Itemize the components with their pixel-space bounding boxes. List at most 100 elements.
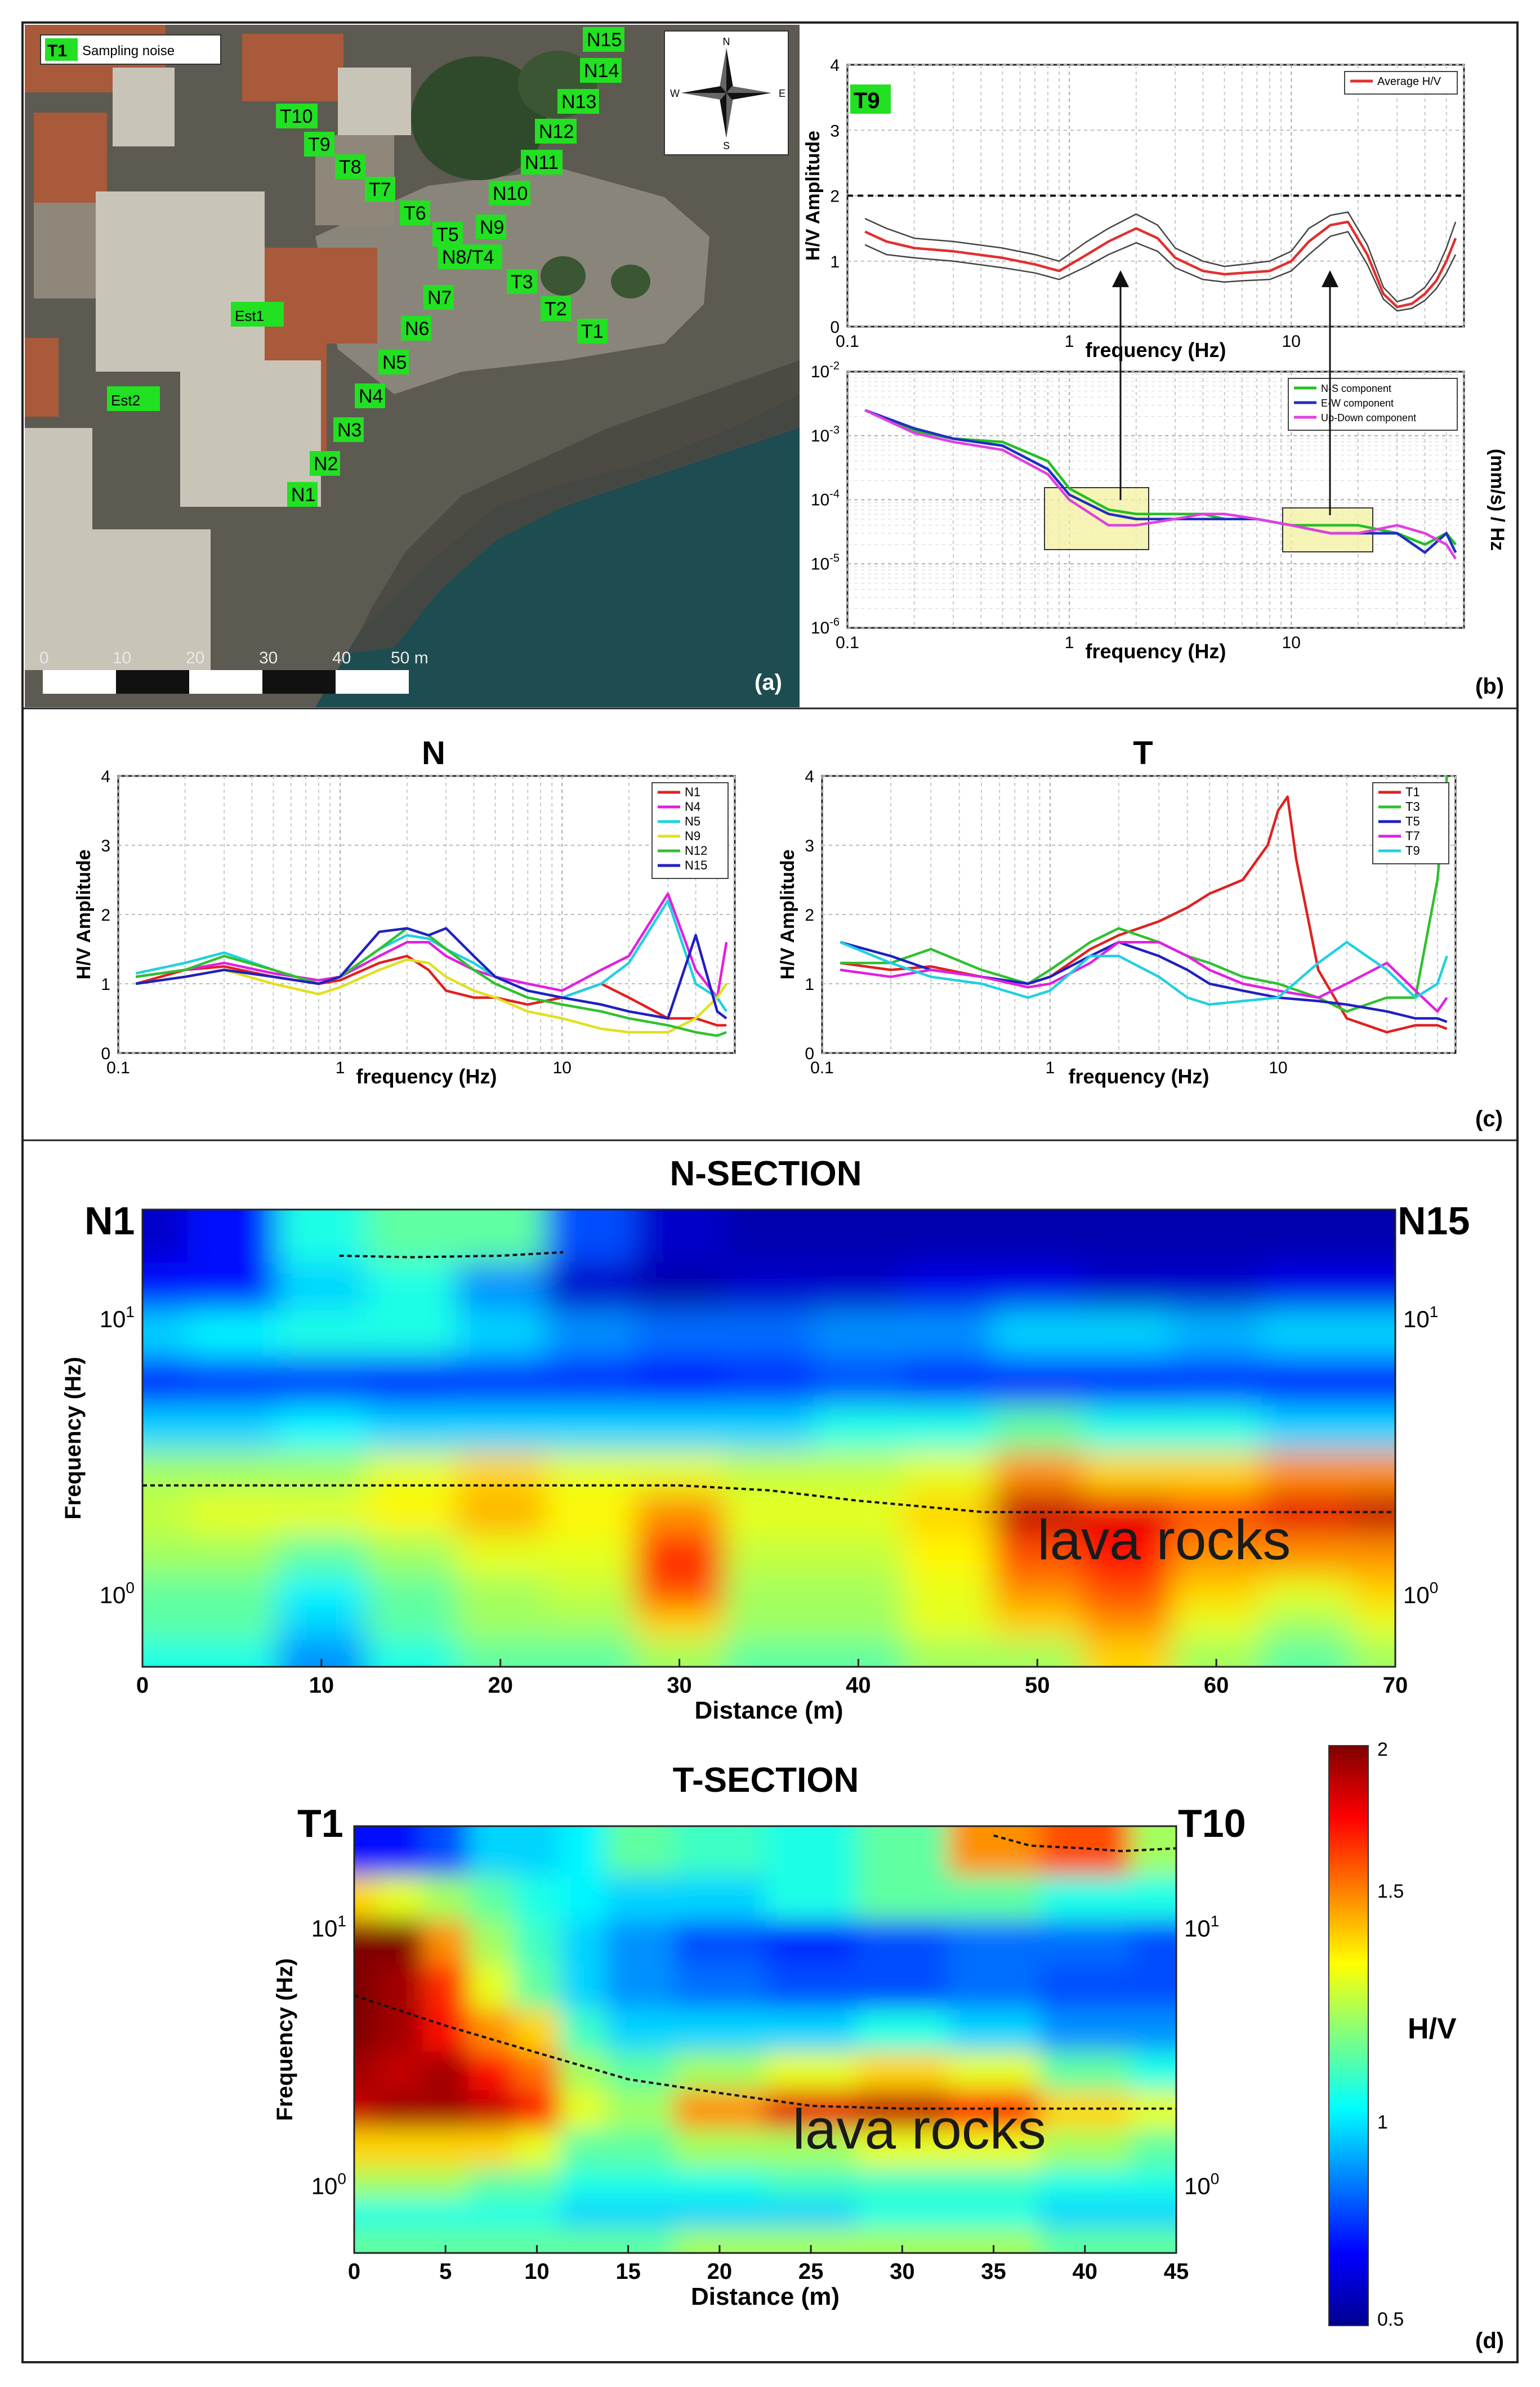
y-tick-label: 101 [1184, 1912, 1219, 1942]
x-tick-label: 40 [846, 1673, 871, 1698]
svg-text:T6: T6 [404, 203, 426, 224]
svg-text:T10: T10 [280, 106, 313, 127]
heatmap-cell [605, 2008, 675, 2052]
heatmap-cell [366, 1262, 457, 1311]
heatmap-cell [468, 1920, 515, 1964]
y-tick-label: 4 [101, 768, 110, 786]
x-tick-label: 0.1 [106, 1059, 130, 1077]
heatmap-frame [141, 1208, 1396, 1668]
heatmap-cell [377, 2198, 423, 2228]
heatmap-cell [856, 1875, 949, 1921]
heatmap-cell [1261, 1310, 1351, 1357]
heatmap-cell [366, 1310, 457, 1357]
heatmap-cell [765, 1963, 858, 2009]
heatmap-cell [545, 1310, 636, 1357]
colorbar: 2 1.5 1 0.5 H/V [1328, 1739, 1457, 2330]
t-section-heatmap: lava rocks 0 5 10 15 20 25 30 35 40 45 Distance (m)… [273, 1825, 1219, 2310]
heatmap-cell [276, 1210, 367, 1263]
svg-text:N15: N15 [587, 29, 622, 51]
heatmap-cell [545, 1356, 636, 1406]
heatmap-cell [456, 1210, 546, 1263]
legend-entry: T7 [1405, 829, 1420, 843]
x-tick-label: 5 [439, 2259, 452, 2284]
t-section-title: T-SECTION [673, 1761, 859, 1800]
scale-tick-label: 30 [259, 649, 278, 667]
contour-line [993, 1834, 1176, 1853]
heatmap-cell [354, 2198, 378, 2228]
heatmap-cell [1350, 1575, 1395, 1609]
heatmap-cell [903, 1608, 993, 1640]
heatmap-cell [422, 2051, 469, 2091]
legend-entry: N5 [685, 814, 700, 828]
heatmap-cell [354, 1875, 378, 1921]
heatmap-cell [1261, 1639, 1351, 1667]
heatmap-cell [366, 1575, 457, 1609]
heatmap-cell [514, 2167, 560, 2199]
heatmap-cell [1130, 2227, 1176, 2253]
heatmap-cell [903, 1404, 993, 1451]
annotation-label: lava rocks [793, 2098, 1046, 2161]
heatmap-cell [724, 1608, 814, 1640]
heatmap-cell [354, 2051, 378, 2091]
heatmap-cell [468, 2198, 515, 2228]
heatmap-cell [187, 1356, 278, 1406]
svg-text:T3: T3 [511, 271, 533, 293]
heatmap-cell [948, 2198, 1040, 2228]
colorbar-tick: 1 [1377, 2112, 1388, 2133]
heatmap-cell [1171, 1575, 1262, 1609]
station-t10: T10 [276, 104, 318, 128]
heatmap-cell [903, 1575, 993, 1609]
heatmap-cell [377, 1875, 423, 1921]
x-tick-label: 30 [667, 1673, 692, 1698]
heatmap-cell [545, 1575, 636, 1609]
contour-line [354, 1994, 1176, 2110]
heatmap-cell [1350, 1608, 1395, 1640]
heatmap-cell [187, 1404, 278, 1451]
station-n3: N3 [333, 417, 364, 442]
heatmap-cell [354, 2129, 378, 2168]
heatmap-cell [856, 2167, 949, 2199]
heatmap-cell [276, 1450, 367, 1493]
heatmap-cell [992, 1450, 1083, 1493]
heatmap-cell [635, 1404, 725, 1451]
heatmap-cell [142, 1575, 188, 1609]
heatmap-cell [1082, 1608, 1172, 1640]
x-axis-label: Distance (m) [691, 2283, 840, 2310]
panel-d-label: (d) [1475, 2328, 1504, 2353]
y-tick-label: 10-5 [811, 552, 840, 573]
y-axis-label: Frequency (Hz) [273, 1958, 297, 2121]
heatmap-cell [605, 1963, 675, 2009]
x-tick-label: 0 [136, 1673, 149, 1698]
y-tick-label: 1 [830, 253, 840, 271]
heatmap-cell [354, 1963, 378, 2009]
heatmap-cell [992, 1575, 1083, 1609]
heatmap-cell [605, 1826, 675, 1876]
y-tick-label: 3 [830, 122, 840, 140]
y-tick-label: 101 [1403, 1303, 1438, 1332]
heatmap-cell [276, 1533, 367, 1576]
legend-entry: N4 [685, 800, 700, 814]
y-axis-label: H/V Amplitude [777, 849, 798, 979]
svg-text:N5: N5 [382, 352, 407, 373]
legend-entry: Up-Down component [1321, 412, 1416, 423]
highlight-box-high [1282, 507, 1373, 552]
heatmap-cell [724, 1310, 814, 1357]
heatmap-cell [560, 2090, 606, 2130]
annotation-label: lava rocks [1037, 1509, 1291, 1572]
heatmap-cell [856, 1920, 949, 1964]
x-tick-label: 10 [553, 1059, 572, 1077]
heatmap-cell [1130, 2198, 1176, 2228]
heatmap-cell [903, 1450, 993, 1493]
heatmap-cell [1130, 2090, 1176, 2130]
y-tick-label: 0 [101, 1045, 110, 1063]
heatmap-cell [276, 1262, 367, 1311]
heatmap-cell [724, 1262, 814, 1311]
hv-t9-chart: 0.1 1 10 frequency (Hz) 0 1 2 3 4 H/V Amplitude Av… [802, 56, 1465, 362]
series-n4 [135, 892, 728, 999]
heatmap-cell [187, 1608, 278, 1640]
heatmap-cell [903, 1639, 993, 1667]
heatmap-cell [1130, 2051, 1176, 2091]
heatmap-cell [724, 1210, 814, 1263]
legend-entry: T9 [1405, 844, 1420, 858]
